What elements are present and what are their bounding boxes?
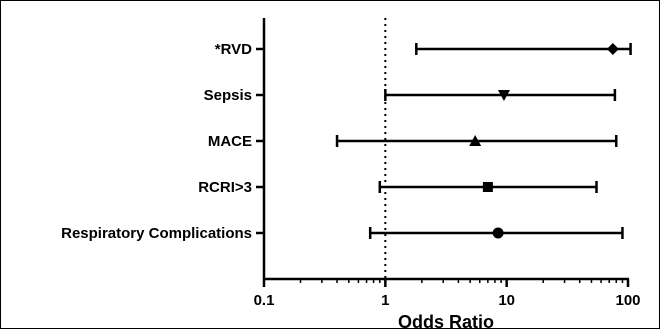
x-tick-label: 10	[498, 292, 515, 309]
forest-row: *RVD	[215, 41, 632, 58]
rows-layer: *RVD Sepsis MACE RCRI>3 Respiratory Complica…	[61, 41, 632, 242]
row-label: Respiratory Complications	[61, 225, 252, 242]
row-label: MACE	[208, 133, 252, 150]
point-estimate-diamond	[606, 43, 619, 55]
point-estimate-square	[482, 182, 493, 192]
x-ticks: 0.1 1 10 100	[254, 279, 641, 309]
x-axis-title: Odds Ratio	[398, 312, 494, 329]
point-estimate-triangle-down	[497, 90, 510, 101]
point-estimate-triangle-up	[469, 135, 482, 146]
x-tick-label: 0.1	[254, 292, 275, 309]
point-estimate-circle	[492, 227, 504, 239]
forest-row: Respiratory Complications	[61, 225, 624, 242]
forest-row: RCRI>3	[198, 179, 598, 196]
row-label: RCRI>3	[198, 179, 252, 196]
x-tick-label: 100	[615, 292, 640, 309]
forest-row: Sepsis	[204, 87, 617, 104]
row-label: *RVD	[215, 41, 252, 58]
forest-row: MACE	[208, 133, 618, 150]
row-label: Sepsis	[204, 87, 252, 104]
x-tick-label: 1	[381, 292, 389, 309]
